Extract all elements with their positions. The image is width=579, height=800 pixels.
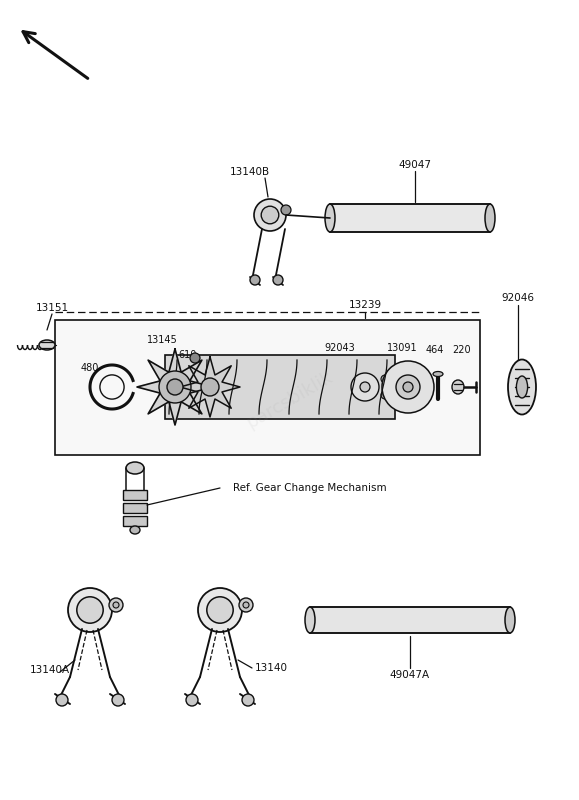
Circle shape xyxy=(109,598,123,612)
Text: 92043: 92043 xyxy=(325,343,356,353)
Ellipse shape xyxy=(508,359,536,414)
Circle shape xyxy=(186,694,198,706)
Text: 13140A: 13140A xyxy=(30,665,70,675)
Circle shape xyxy=(207,597,233,623)
Circle shape xyxy=(190,353,200,363)
Text: 49047A: 49047A xyxy=(390,670,430,680)
Ellipse shape xyxy=(126,462,144,474)
Bar xyxy=(55,320,480,455)
Text: 13140B: 13140B xyxy=(230,167,270,177)
Circle shape xyxy=(112,694,124,706)
Text: 464: 464 xyxy=(426,345,444,355)
Circle shape xyxy=(68,588,112,632)
Circle shape xyxy=(198,588,242,632)
Circle shape xyxy=(113,602,119,608)
Circle shape xyxy=(242,694,254,706)
Circle shape xyxy=(273,275,283,285)
Ellipse shape xyxy=(452,380,464,394)
Ellipse shape xyxy=(305,607,315,633)
Circle shape xyxy=(382,361,434,413)
Circle shape xyxy=(396,375,420,399)
Text: 92046: 92046 xyxy=(501,293,534,303)
Polygon shape xyxy=(180,357,240,417)
Circle shape xyxy=(56,694,68,706)
Circle shape xyxy=(167,379,183,395)
Text: 49047: 49047 xyxy=(398,160,431,170)
Text: 13239: 13239 xyxy=(349,300,382,310)
Polygon shape xyxy=(137,349,213,425)
Text: 13091: 13091 xyxy=(387,343,417,353)
Circle shape xyxy=(381,391,389,399)
Circle shape xyxy=(403,382,413,392)
Text: 480: 480 xyxy=(81,363,99,373)
Text: parcsbiklik: parcsbiklik xyxy=(244,368,336,432)
Ellipse shape xyxy=(130,526,140,534)
Text: 13140: 13140 xyxy=(255,663,288,673)
Ellipse shape xyxy=(485,204,495,232)
Bar xyxy=(165,355,395,419)
Ellipse shape xyxy=(505,607,515,633)
Bar xyxy=(123,516,147,526)
Bar xyxy=(123,490,147,500)
Circle shape xyxy=(381,375,389,383)
Circle shape xyxy=(77,597,103,623)
Ellipse shape xyxy=(516,376,527,398)
Text: 610: 610 xyxy=(179,350,197,360)
Bar xyxy=(330,204,490,232)
Bar xyxy=(123,503,147,513)
Text: 220: 220 xyxy=(453,345,471,355)
Ellipse shape xyxy=(39,340,55,350)
Circle shape xyxy=(239,598,253,612)
Circle shape xyxy=(243,602,249,608)
Ellipse shape xyxy=(325,204,335,232)
Circle shape xyxy=(254,199,286,231)
Circle shape xyxy=(250,275,260,285)
Circle shape xyxy=(281,205,291,215)
Circle shape xyxy=(351,373,379,401)
Circle shape xyxy=(360,382,370,392)
Circle shape xyxy=(201,378,219,396)
Bar xyxy=(310,607,510,633)
Text: 13145: 13145 xyxy=(146,335,177,345)
Text: 13151: 13151 xyxy=(35,303,68,313)
Circle shape xyxy=(261,206,279,224)
Ellipse shape xyxy=(433,371,443,377)
Circle shape xyxy=(159,371,191,403)
Text: Ref. Gear Change Mechanism: Ref. Gear Change Mechanism xyxy=(233,483,387,493)
